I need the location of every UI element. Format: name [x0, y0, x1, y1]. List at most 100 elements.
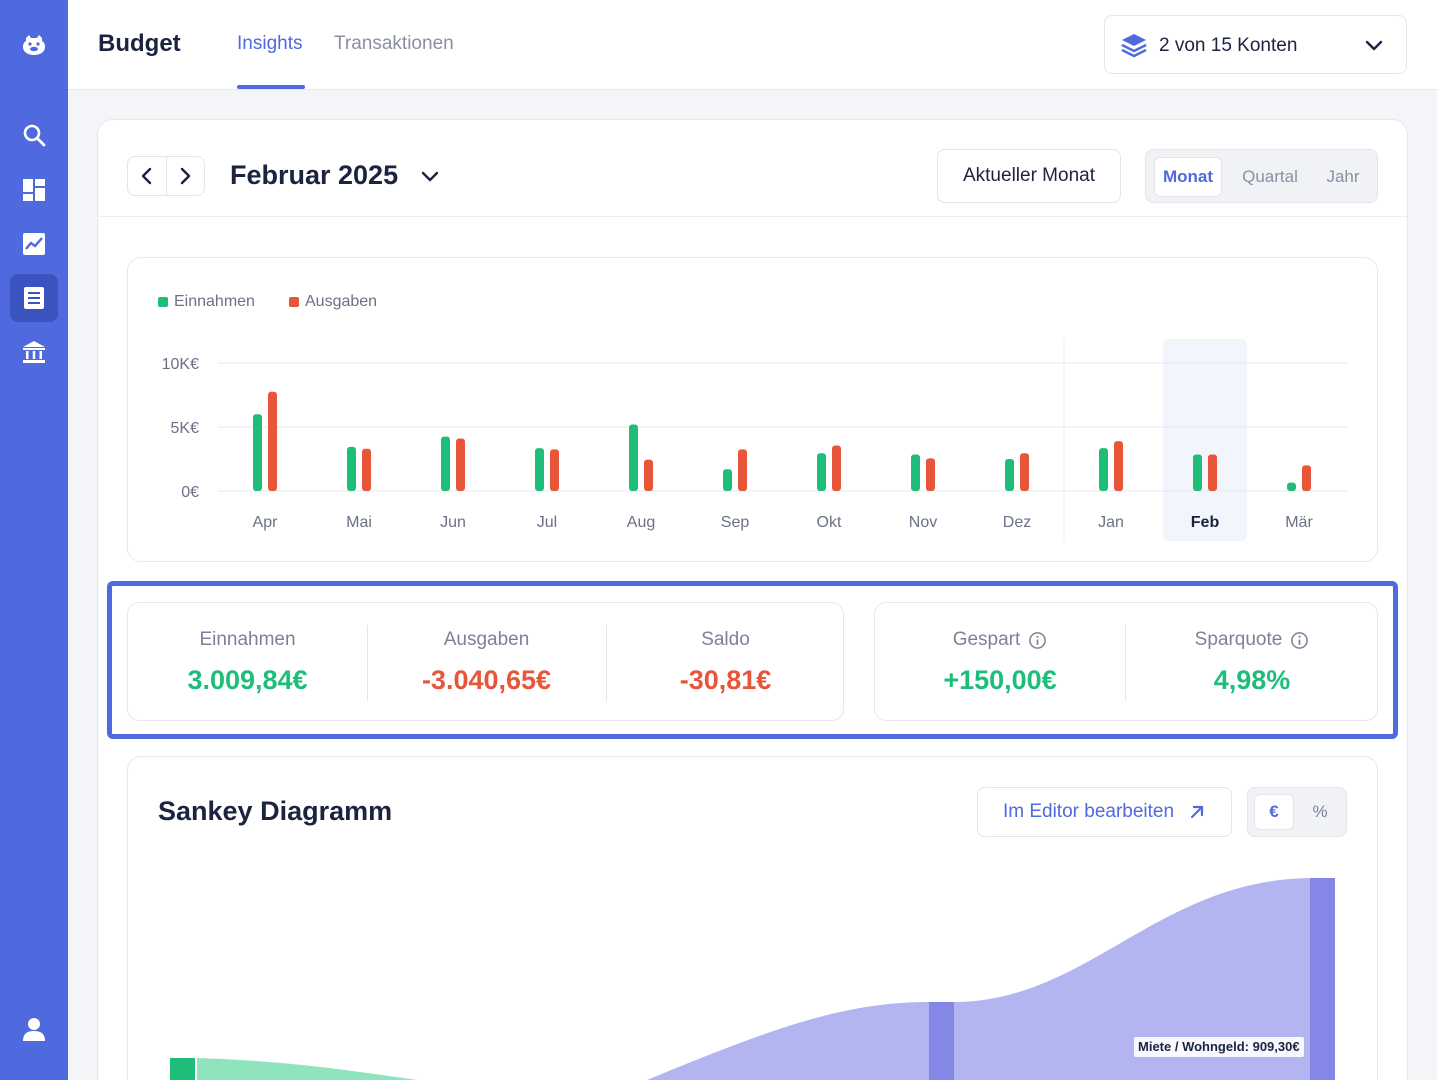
sankey-diagram [170, 878, 1335, 1080]
chevron-down-icon [1365, 40, 1383, 51]
bar-expenses [268, 391, 277, 491]
period-dropdown-chevron-icon[interactable] [419, 166, 441, 188]
info-icon[interactable] [1290, 631, 1309, 650]
x-tick-label: Feb [1191, 514, 1220, 531]
current-month-button[interactable]: Aktueller Monat [937, 149, 1121, 203]
savings-stats-card: Gespart +150,00€ Sparquote 4,98% [874, 602, 1378, 721]
chevron-right-icon [181, 167, 191, 185]
x-tick-label: Mai [346, 514, 372, 531]
x-tick-label: Jun [440, 514, 466, 531]
chart-icon[interactable] [10, 220, 58, 268]
layers-icon [1121, 34, 1147, 58]
bar-income [1005, 459, 1014, 491]
x-tick-label: Sep [721, 514, 750, 531]
stat-saved-value: +150,00€ [943, 665, 1057, 695]
unit-euro[interactable]: € [1254, 794, 1294, 830]
period-nav [127, 156, 205, 196]
bar-income [535, 448, 544, 491]
user-icon[interactable] [10, 1005, 58, 1053]
period-title[interactable]: Februar 2025 [230, 160, 399, 190]
x-tick-label: Okt [817, 514, 842, 531]
edit-in-editor-button[interactable]: Im Editor bearbeiten [977, 787, 1232, 837]
bar-income [723, 469, 732, 491]
bar-expenses [456, 438, 465, 491]
account-selector[interactable]: 2 von 15 Konten [1104, 15, 1407, 74]
active-tab-indicator [237, 85, 305, 89]
next-period-button[interactable] [165, 157, 205, 195]
bar-income [911, 454, 920, 491]
bar-income [253, 414, 262, 491]
legend-expenses-swatch [289, 297, 299, 307]
legend-income-swatch [158, 297, 168, 307]
edit-in-editor-label: Im Editor bearbeiten [1002, 801, 1175, 822]
stats-highlight-frame [107, 581, 1398, 739]
stat-expenses-value: -3.040,65€ [421, 665, 552, 695]
bar-expenses [644, 459, 653, 491]
bar-expenses [1208, 454, 1217, 491]
bar-income [629, 424, 638, 491]
x-tick-label: Dez [1003, 514, 1031, 531]
bar-income [1287, 482, 1296, 491]
bar-chart: 10K€ 5K€ 0€ Apr Mai Jun Jul Aug Sep Okt Nov Dez Jan F… [162, 339, 1347, 541]
y-tick-label: 0€ [181, 484, 199, 501]
list-icon[interactable] [10, 274, 58, 322]
x-tick-label: Jan [1098, 514, 1124, 531]
tab-transaktionen[interactable]: Transaktionen [334, 33, 454, 54]
dashboard-icon[interactable] [10, 166, 58, 214]
card-divider [97, 216, 1408, 217]
bar-expenses [1114, 441, 1123, 491]
unit-toggle: € % [1247, 787, 1347, 837]
bar-income [1193, 454, 1202, 491]
selected-month-highlight [1163, 339, 1247, 541]
bar-income [1099, 448, 1108, 491]
legend-income-label: Einnahmen [174, 293, 255, 310]
top-header: Budget Insights Transaktionen 2 von 15 K… [68, 0, 1437, 90]
stat-expenses-label: Ausgaben [443, 629, 530, 650]
bar-expenses [362, 448, 371, 491]
segment-monat[interactable]: Monat [1154, 157, 1222, 197]
unit-percent[interactable]: % [1312, 802, 1328, 821]
bar-income [817, 453, 826, 491]
bar-expenses [1302, 465, 1311, 491]
stat-income: Einnahmen 3.009,84€ [128, 603, 367, 722]
stat-saved: Gespart +150,00€ [875, 603, 1125, 722]
sankey-income-node [170, 1058, 195, 1080]
x-tick-label: Aug [627, 514, 655, 531]
stat-divider [606, 625, 607, 701]
sankey-node-label: Miete / Wohngeld: 909,30€ [1134, 1037, 1304, 1057]
bank-icon[interactable] [10, 328, 58, 376]
stat-divider [1125, 625, 1126, 701]
stat-balance-value: -30,81€ [679, 665, 772, 695]
stat-income-value: 3.009,84€ [187, 665, 308, 695]
segment-quartal[interactable]: Quartal [1242, 167, 1298, 186]
stat-balance-label: Saldo [701, 629, 750, 650]
x-tick-label: Jul [537, 514, 557, 531]
tab-insights[interactable]: Insights [237, 33, 303, 54]
x-tick-label: Apr [253, 514, 279, 531]
x-tick-label: Nov [909, 514, 937, 531]
sidebar [0, 0, 68, 1080]
stat-savings-rate-value: 4,98% [1213, 665, 1291, 695]
sankey-title: Sankey Diagramm [158, 796, 393, 826]
logo-icon[interactable] [10, 21, 58, 69]
x-tick-label: Mär [1285, 514, 1313, 531]
segment-jahr[interactable]: Jahr [1326, 167, 1360, 186]
stat-savings-rate: Sparquote 4,98% [1125, 603, 1379, 722]
stat-income-label: Einnahmen [199, 629, 296, 650]
bar-income [441, 436, 450, 491]
bar-income [347, 446, 356, 491]
y-tick-label: 5K€ [171, 420, 200, 437]
stat-divider [367, 625, 368, 701]
y-tick-label: 10K€ [162, 356, 199, 373]
chevron-left-icon [141, 167, 151, 185]
sankey-income-flow [197, 1058, 417, 1080]
info-icon[interactable] [1028, 631, 1047, 650]
previous-period-button[interactable] [128, 157, 166, 195]
bar-expenses [926, 458, 935, 491]
bar-expenses [738, 449, 747, 491]
sankey-mid-node [929, 1002, 954, 1080]
bar-expenses [832, 445, 841, 491]
search-icon[interactable] [10, 111, 58, 159]
sankey-expense-flow [647, 878, 1310, 1080]
period-granularity-toggle: Monat Quartal Jahr [1145, 149, 1378, 203]
